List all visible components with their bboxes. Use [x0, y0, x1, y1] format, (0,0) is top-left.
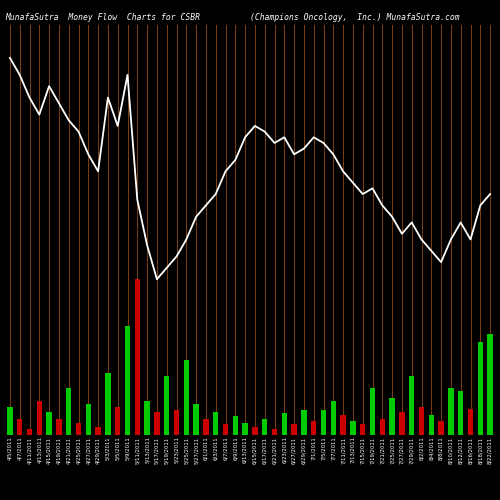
Bar [428, 414, 434, 435]
Bar [213, 412, 218, 435]
Bar [301, 410, 306, 435]
Bar [409, 376, 414, 435]
Bar [321, 410, 326, 435]
Bar [390, 398, 395, 435]
Bar [96, 427, 101, 435]
Bar [194, 404, 199, 435]
Text: MunafaSutra  Money Flow  Charts for CSBR: MunafaSutra Money Flow Charts for CSBR [5, 12, 200, 22]
Bar [27, 429, 32, 435]
Bar [350, 421, 356, 435]
Bar [272, 429, 277, 435]
Bar [17, 420, 22, 435]
Bar [340, 414, 346, 435]
Text: (Champions Oncology,  Inc.) MunafaSutra.com: (Champions Oncology, Inc.) MunafaSutra.c… [250, 12, 460, 22]
Bar [232, 416, 238, 435]
Bar [468, 408, 473, 435]
Bar [330, 400, 336, 435]
Bar [184, 360, 189, 435]
Bar [164, 376, 170, 435]
Bar [46, 412, 52, 435]
Bar [174, 410, 179, 435]
Bar [458, 392, 464, 435]
Bar [144, 400, 150, 435]
Bar [360, 424, 366, 435]
Bar [115, 407, 120, 435]
Bar [370, 388, 375, 435]
Bar [242, 422, 248, 435]
Bar [252, 427, 258, 435]
Bar [438, 421, 444, 435]
Bar [262, 420, 268, 435]
Bar [203, 420, 208, 435]
Bar [399, 412, 404, 435]
Bar [419, 407, 424, 435]
Bar [380, 420, 385, 435]
Bar [448, 388, 454, 435]
Bar [154, 412, 160, 435]
Bar [105, 372, 110, 435]
Bar [56, 420, 62, 435]
Bar [134, 279, 140, 435]
Bar [7, 407, 12, 435]
Bar [66, 388, 71, 435]
Bar [36, 400, 42, 435]
Bar [292, 424, 297, 435]
Bar [311, 421, 316, 435]
Bar [488, 334, 493, 435]
Bar [282, 413, 287, 435]
Bar [125, 326, 130, 435]
Bar [86, 404, 91, 435]
Bar [223, 424, 228, 435]
Bar [478, 342, 483, 435]
Bar [76, 422, 81, 435]
